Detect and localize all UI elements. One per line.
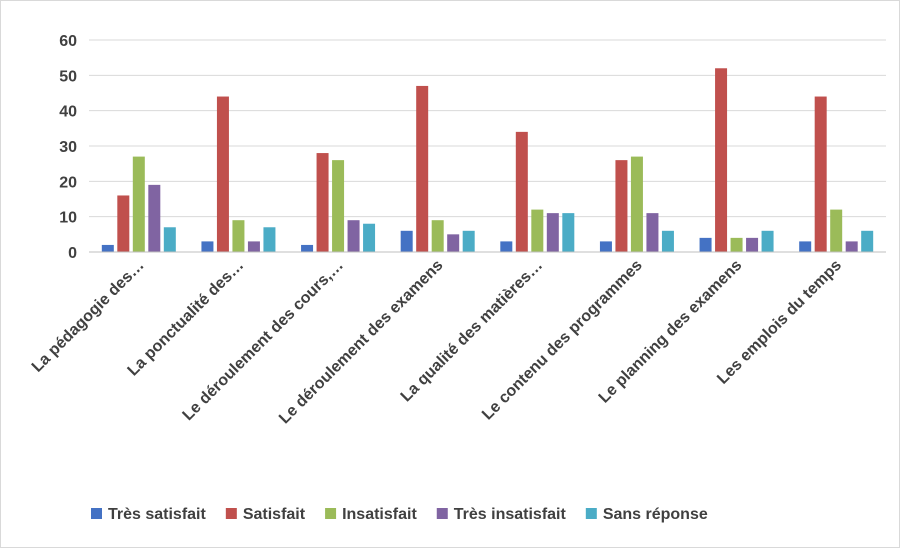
legend-label: Sans réponse <box>603 506 708 523</box>
x-axis-category-labels: La pédagogie des…La ponctualité des…Le d… <box>29 257 845 428</box>
bar <box>263 227 276 252</box>
legend: Très satisfait Satisfait Insatisfait Très i… <box>91 506 708 523</box>
legend-swatch <box>225 508 237 519</box>
bar <box>163 227 176 252</box>
bar <box>615 160 628 252</box>
legend-swatch <box>436 508 448 519</box>
x-category-label: Le déroulement des cours,… <box>180 257 347 424</box>
bar <box>117 195 130 252</box>
legend-swatch <box>325 508 337 519</box>
x-category-label: La ponctualité des… <box>125 257 248 380</box>
x-category-label: La pédagogie des… <box>29 257 148 376</box>
y-tick-label: 10 <box>59 210 77 227</box>
bar <box>661 230 674 252</box>
bar <box>232 220 245 252</box>
x-category-label: Le contenu des programmes <box>479 257 646 424</box>
legend-label: Très satisfait <box>108 506 207 523</box>
bar <box>148 184 161 252</box>
y-tick-label: 40 <box>59 104 77 121</box>
bar <box>462 230 475 252</box>
bar <box>845 241 858 252</box>
bar <box>515 131 528 252</box>
bar <box>101 244 114 252</box>
bar <box>316 153 329 252</box>
x-category-label: Le déroulement des examens <box>276 257 447 428</box>
legend-label: Très insatisfait <box>454 506 567 523</box>
bar <box>562 213 575 252</box>
y-tick-label: 30 <box>59 139 77 156</box>
bar <box>830 209 843 252</box>
y-tick-label: 0 <box>68 245 77 262</box>
bar <box>761 230 774 252</box>
bar <box>363 223 376 252</box>
bar <box>730 237 743 252</box>
y-axis-tick-labels: 0 10 20 30 40 50 60 <box>59 33 77 262</box>
bar <box>301 244 314 252</box>
bar <box>247 241 260 252</box>
legend-label: Satisfait <box>243 506 306 523</box>
y-tick-label: 50 <box>59 68 77 85</box>
bar <box>447 234 460 252</box>
bar <box>861 230 874 252</box>
bar <box>599 241 612 252</box>
bars <box>101 68 874 253</box>
bar <box>646 213 659 252</box>
gridlines <box>89 39 886 218</box>
bar <box>201 241 214 252</box>
bar <box>814 96 827 253</box>
bar <box>630 156 643 252</box>
bar <box>332 160 345 252</box>
bar <box>531 209 544 252</box>
bar <box>546 213 559 252</box>
bar <box>400 230 413 252</box>
bar <box>347 220 360 252</box>
legend-swatch <box>91 508 102 519</box>
bar <box>132 156 145 252</box>
legend-swatch <box>585 508 597 519</box>
y-tick-label: 60 <box>59 33 77 50</box>
bar <box>799 241 812 252</box>
bar <box>699 237 712 252</box>
bar <box>416 85 429 252</box>
bar <box>431 220 444 252</box>
legend-label: Insatisfait <box>342 506 417 523</box>
bar <box>715 68 728 253</box>
bar <box>216 96 229 253</box>
y-tick-label: 20 <box>59 174 77 191</box>
bar <box>500 241 513 252</box>
bar <box>746 237 759 252</box>
